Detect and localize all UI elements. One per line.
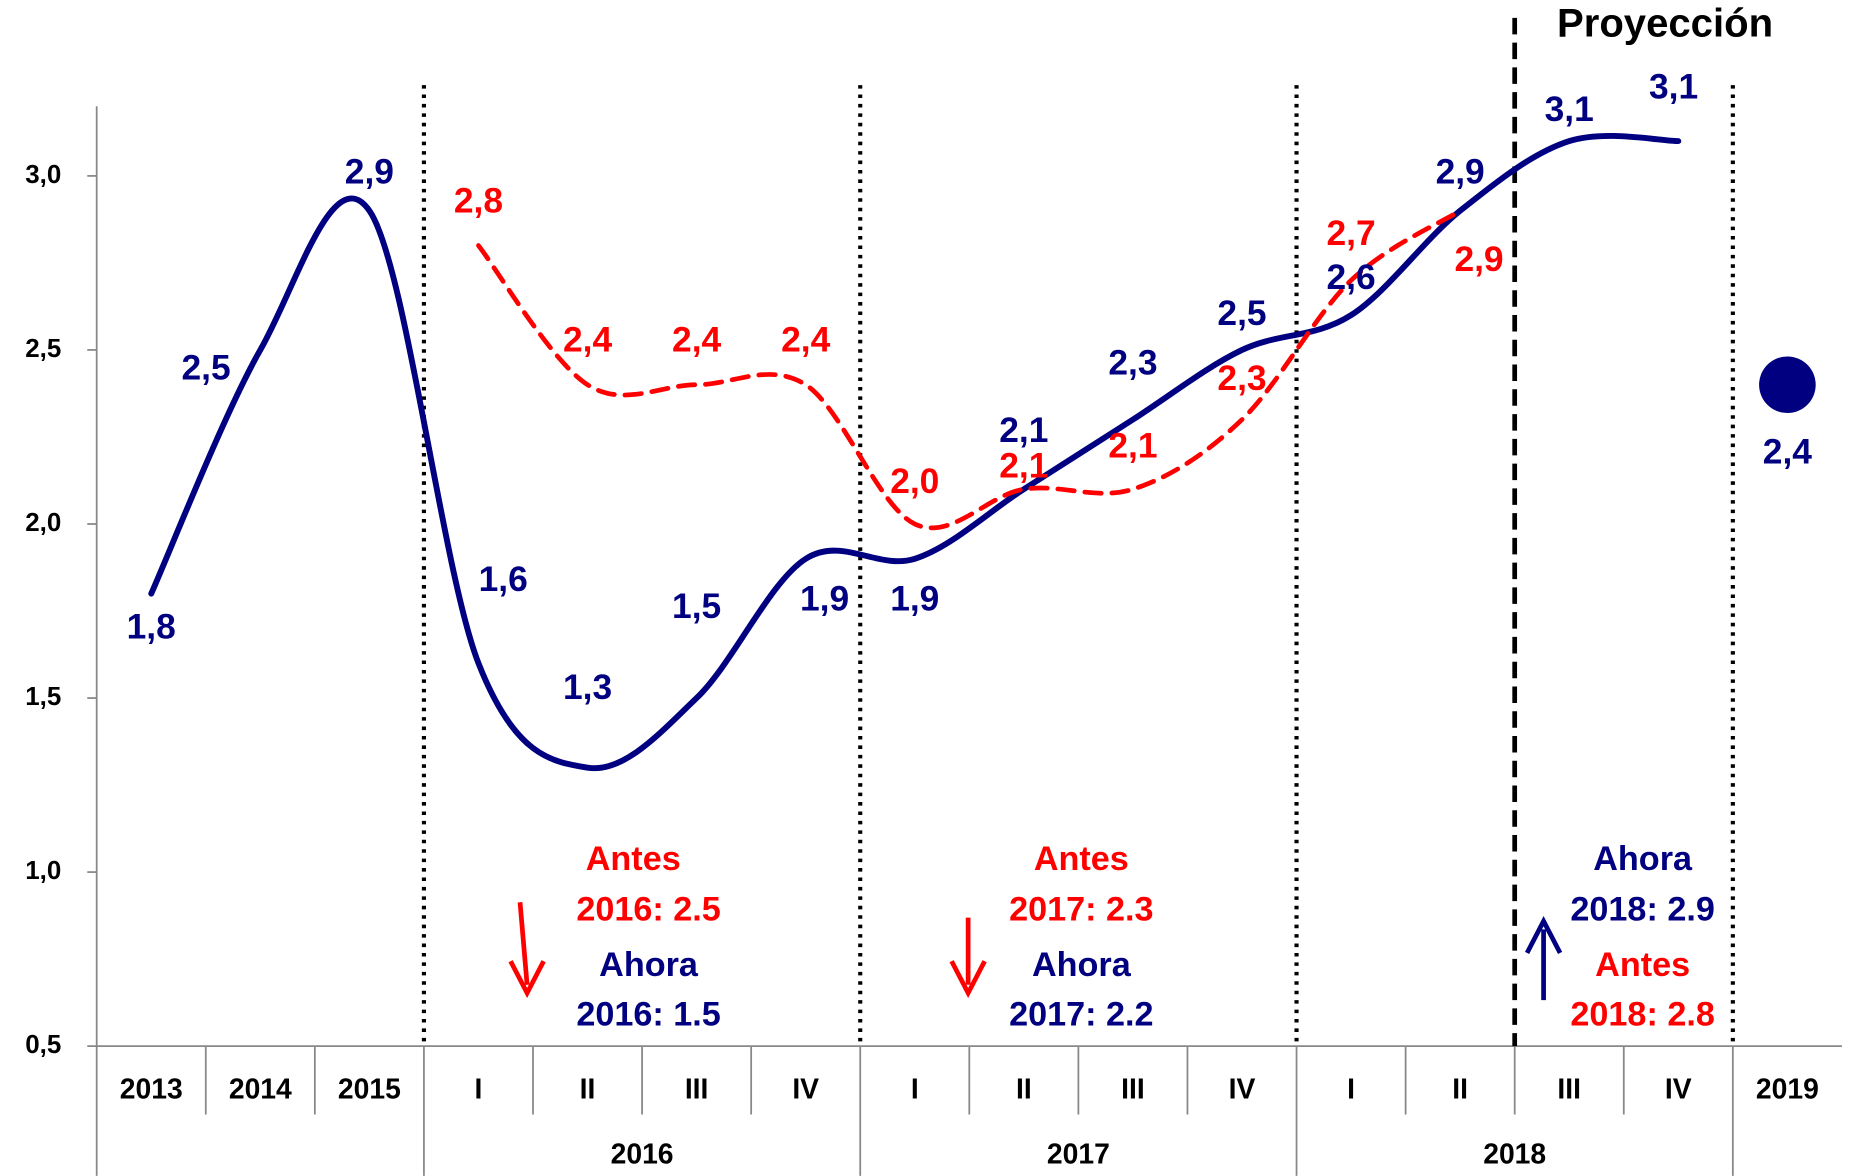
data-label: 2,8 (454, 181, 503, 220)
annotation: Antes (1595, 946, 1690, 984)
annotation: Ahora (599, 946, 699, 984)
y-tick-label: 1,5 (25, 683, 61, 711)
data-label: 3,1 (1545, 90, 1594, 129)
projection-label: Proyección (1557, 2, 1773, 46)
data-label: 2,4 (672, 321, 721, 360)
data-label: 1,9 (890, 580, 939, 619)
arrow-down (517, 902, 530, 986)
marker (1759, 356, 1816, 414)
data-label: 2,5 (1217, 294, 1266, 333)
annotation: Ahora (1032, 946, 1132, 984)
x-tick-label: III (1557, 1072, 1581, 1104)
data-label: 2,5 (181, 348, 230, 387)
arrow-head (949, 960, 987, 999)
annotation: Antes (1034, 840, 1129, 878)
group-label: 2018 (1483, 1137, 1546, 1169)
x-tick-label: 2014 (229, 1072, 292, 1104)
x-tick-label: 2015 (338, 1072, 401, 1104)
data-label: 2,7 (1327, 214, 1376, 253)
data-label: 2,4 (1763, 433, 1812, 472)
annotation: 2016: 2.5 (576, 891, 720, 929)
x-tick-label: IV (792, 1072, 819, 1104)
annotation: Ahora (1593, 840, 1693, 878)
data-label: 2,4 (563, 321, 612, 360)
data-label: 2,9 (1436, 153, 1485, 192)
data-label: 2,1 (1108, 426, 1157, 465)
series-line (476, 208, 1463, 531)
group-label: 2017 (1047, 1137, 1110, 1169)
x-tick-label: IV (1229, 1072, 1256, 1104)
x-tick-label: I (911, 1072, 919, 1104)
data-label: 3,1 (1649, 68, 1698, 107)
x-tick-label: I (1347, 1072, 1355, 1104)
x-tick-label: I (475, 1072, 483, 1104)
data-label: 2,9 (345, 153, 394, 192)
series-line (148, 133, 1682, 772)
y-tick-label: 1,0 (25, 857, 61, 885)
x-tick-label: 2013 (120, 1072, 183, 1104)
data-label: 2,3 (1108, 344, 1157, 383)
arrow-head (1524, 916, 1563, 955)
annotation: 2018: 2.8 (1570, 996, 1714, 1034)
data-label: 1,5 (672, 587, 721, 626)
data-label: 1,6 (479, 560, 528, 599)
x-tick-label: III (685, 1072, 709, 1104)
data-label: 2,1 (999, 411, 1048, 450)
x-tick-label: III (1121, 1072, 1145, 1104)
arrow-head (508, 960, 546, 999)
frame (95, 106, 1842, 1176)
annotation: Antes (586, 840, 681, 878)
data-label: 2,4 (781, 321, 830, 360)
annotation: 2017: 2.3 (1009, 891, 1153, 929)
y-tick-label: 0,5 (25, 1031, 61, 1059)
x-tick-label: II (1452, 1072, 1468, 1104)
annotation: 2016: 1.5 (576, 996, 720, 1034)
x-tick-label: IV (1665, 1072, 1692, 1104)
data-label: 2,3 (1217, 359, 1266, 398)
x-tick-label: II (580, 1072, 596, 1104)
data-label: 1,3 (563, 668, 612, 707)
y-tick-label: 2,0 (25, 509, 61, 537)
group-label: 2016 (611, 1137, 674, 1169)
data-label: 2,1 (999, 446, 1048, 485)
x-tick-label: 2019 (1756, 1072, 1819, 1104)
annotation: 2017: 2.2 (1009, 996, 1153, 1034)
x-tick-label: II (1016, 1072, 1032, 1104)
annotation: 2018: 2.9 (1570, 891, 1714, 929)
y-tick-label: 2,5 (25, 335, 61, 363)
data-label: 1,8 (127, 607, 176, 646)
data-label: 1,9 (800, 580, 849, 619)
data-label: 2,0 (890, 462, 939, 501)
y-tick-label: 3,0 (25, 161, 61, 189)
data-label: 2,6 (1327, 258, 1376, 297)
data-label: 2,9 (1454, 240, 1503, 279)
